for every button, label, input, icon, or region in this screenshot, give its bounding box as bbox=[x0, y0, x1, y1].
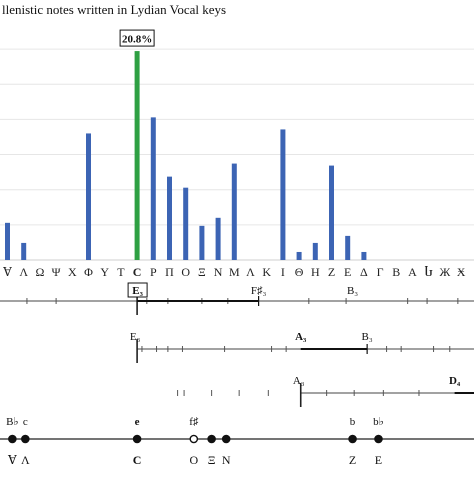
bar bbox=[167, 176, 172, 260]
bottom-scale-point bbox=[189, 434, 199, 444]
x-tick-label: X bbox=[68, 265, 77, 279]
bottom-scale-note: b♭ bbox=[373, 416, 384, 428]
bottom-scale-symbol: Z bbox=[349, 453, 356, 467]
bottom-scale-point bbox=[207, 434, 216, 444]
x-tick-label: C bbox=[133, 265, 142, 279]
x-tick-label: M bbox=[229, 265, 240, 279]
bar bbox=[21, 242, 27, 260]
bottom-scale-symbol: E bbox=[375, 453, 382, 467]
scale-note-label: A₃ bbox=[295, 331, 307, 343]
x-tick-label: Ⴑ bbox=[424, 265, 433, 279]
x-tick-label: Ɐ bbox=[2, 265, 12, 279]
x-tick-label: Δ bbox=[360, 265, 368, 279]
x-tick-label: Ξ bbox=[198, 265, 206, 279]
scale-note-label: B₃ bbox=[362, 331, 373, 343]
bottom-scale-point bbox=[8, 434, 17, 444]
bar bbox=[296, 251, 302, 260]
x-tick-label: H bbox=[311, 265, 320, 279]
x-tick-label: P bbox=[150, 265, 157, 279]
bottom-scale-note: B♭ bbox=[6, 416, 19, 428]
x-tick-label: Ʌ bbox=[19, 265, 28, 279]
x-tick-label: K bbox=[262, 265, 271, 279]
x-tick-label: N bbox=[214, 265, 223, 279]
x-tick-label: Y bbox=[100, 265, 109, 279]
bar bbox=[5, 222, 10, 260]
bar bbox=[361, 251, 367, 260]
bottom-scale-symbol: Ξ bbox=[208, 453, 216, 467]
x-tick-label: O bbox=[181, 265, 190, 279]
chart-title: llenistic notes written in Lydian Vocal … bbox=[2, 2, 227, 17]
bottom-scale-point bbox=[132, 434, 142, 444]
bottom-scale-point bbox=[374, 434, 383, 444]
bar bbox=[231, 163, 237, 260]
bar bbox=[183, 187, 189, 260]
x-tick-label: Ψ bbox=[52, 265, 61, 279]
scale-note-label: F♯₃ bbox=[251, 285, 267, 297]
bottom-scale-symbol: Ɐ bbox=[7, 453, 17, 467]
x-tick-label: T bbox=[117, 265, 125, 279]
bottom-scale-note: b bbox=[350, 416, 356, 428]
x-tick-label: Ж bbox=[440, 265, 451, 279]
bottom-scale-point bbox=[348, 434, 357, 444]
bar bbox=[199, 225, 205, 260]
x-tick-label: Ӿ bbox=[457, 265, 466, 279]
boxed-note-label: E₃ bbox=[132, 285, 143, 297]
bar bbox=[215, 217, 221, 260]
x-tick-label: A bbox=[408, 265, 417, 279]
scale-note-label: B₃ bbox=[347, 285, 358, 297]
highlight-label-box bbox=[119, 29, 155, 47]
x-tick-label: Π bbox=[165, 265, 174, 279]
bottom-scale-symbol: O bbox=[189, 453, 198, 467]
x-tick-label: Θ bbox=[295, 265, 304, 279]
bar bbox=[280, 129, 286, 260]
bottom-scale-symbol: Ʌ bbox=[21, 453, 30, 467]
bottom-scale-symbol: C bbox=[133, 453, 142, 467]
scale-start-label: A₃ bbox=[293, 375, 305, 387]
bar bbox=[86, 133, 91, 260]
x-tick-label: I bbox=[281, 265, 285, 279]
x-tick-label: Λ bbox=[246, 265, 255, 279]
boxed-note-box bbox=[127, 282, 148, 298]
bottom-scale-symbol: N bbox=[222, 453, 231, 467]
bar bbox=[150, 117, 156, 260]
bar bbox=[329, 165, 334, 260]
highlight-label: 20.8% bbox=[122, 34, 152, 46]
scale-note-label: D₄ bbox=[449, 375, 461, 387]
bottom-scale-note: f♯ bbox=[189, 416, 199, 428]
x-tick-label: Γ bbox=[377, 265, 384, 279]
bar bbox=[312, 242, 318, 260]
x-tick-label: Ω bbox=[35, 265, 44, 279]
bar bbox=[134, 51, 140, 260]
x-tick-label: Z bbox=[328, 265, 335, 279]
x-tick-label: E bbox=[344, 265, 351, 279]
bottom-scale-note: c bbox=[23, 416, 28, 428]
bar bbox=[345, 235, 351, 260]
x-tick-label: B bbox=[392, 265, 400, 279]
scale-start-label: E₃ bbox=[130, 331, 141, 343]
bottom-scale-point bbox=[21, 434, 30, 444]
bottom-scale-note: e bbox=[135, 416, 140, 428]
bottom-scale-point bbox=[221, 434, 231, 444]
x-tick-label: Φ bbox=[84, 265, 93, 279]
